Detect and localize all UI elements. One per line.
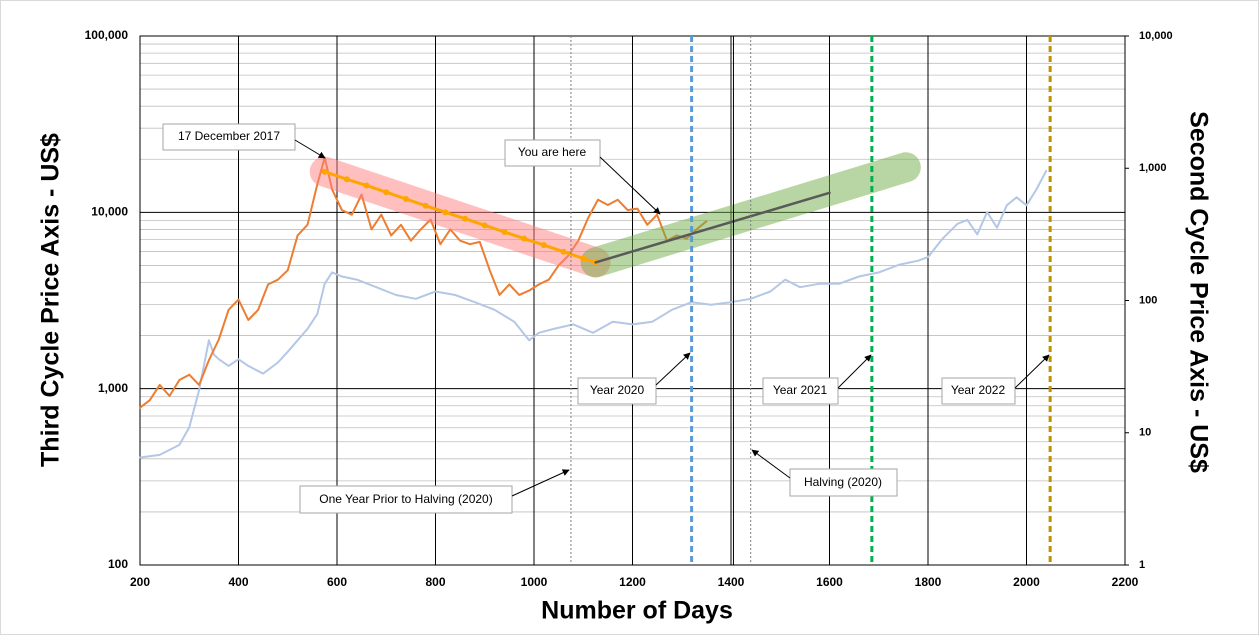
trend-marker: [442, 209, 449, 216]
note-box: [941, 377, 1016, 405]
note-box: [762, 377, 839, 405]
x-tick-label: 600: [327, 575, 347, 589]
trend-marker: [580, 255, 587, 262]
y2-tick-label: 10,000: [1139, 30, 1173, 42]
trend-marker: [343, 176, 350, 183]
y-axis-title: Third Cycle Price Axis - US$: [37, 133, 65, 467]
note-box: [299, 485, 513, 514]
arrow: [294, 139, 326, 159]
y2-tick-label: 1,000: [1139, 162, 1167, 174]
trend-marker: [521, 235, 528, 242]
annotations: 17 December 2017 You are here Year 2020 …: [162, 123, 1050, 514]
arrow: [655, 352, 691, 386]
arrow: [837, 354, 872, 389]
trend-marker: [321, 168, 328, 175]
y2-tick-label: 100: [1139, 294, 1157, 306]
trend-marker: [422, 202, 429, 209]
trend-marker: [560, 248, 567, 255]
trend-marker: [481, 222, 488, 229]
annotation: Year 2020: [590, 383, 645, 397]
x-tick-label: 1000: [521, 575, 548, 589]
x-tick-label: 1600: [816, 575, 843, 589]
annotation: Halving (2020): [804, 475, 882, 489]
annotation: One Year Prior to Halving (2020): [319, 492, 492, 506]
x-axis-title: Number of Days: [541, 597, 733, 625]
note-box: [789, 468, 898, 497]
arrow: [511, 469, 570, 497]
trend-marker: [402, 196, 409, 203]
arrow: [599, 156, 661, 215]
annotation: Year 2022: [951, 383, 1006, 397]
marks: [139, 36, 1052, 565]
series-line: [139, 156, 708, 409]
arrow: [751, 449, 791, 479]
trend-marker: [501, 228, 508, 235]
trend-marker: [383, 189, 390, 196]
arrow: [1014, 354, 1050, 389]
y-tick-label: 10,000: [91, 205, 128, 219]
y2-tick-label: 10: [1139, 427, 1151, 439]
trend-marker: [462, 215, 469, 222]
y-tick-label: 1,000: [98, 381, 128, 395]
x-tick-label: 800: [425, 575, 445, 589]
annotation: Year 2021: [773, 383, 828, 397]
x-tick-label: 200: [130, 575, 150, 589]
series-line: [139, 169, 1048, 459]
y2-tick-label: 1: [1139, 559, 1145, 571]
x-tick-label: 2000: [1013, 575, 1040, 589]
x-tick-label: 1400: [718, 575, 745, 589]
y-tick-label: 100,000: [85, 28, 129, 42]
x-tick-label: 1200: [619, 575, 646, 589]
x-tick-label: 2200: [1112, 575, 1139, 589]
x-tick-label: 1800: [915, 575, 942, 589]
note-box: [162, 123, 296, 151]
annotation: You are here: [518, 145, 587, 159]
trend-marker: [540, 242, 547, 249]
plot-border: [139, 35, 1126, 566]
y2-axis-title: Second Cycle Price Axis - US$: [1184, 111, 1212, 473]
x-tick-label: 400: [228, 575, 248, 589]
note-box: [577, 377, 657, 405]
annotation: 17 December 2017: [178, 129, 280, 143]
series-line: [594, 191, 831, 264]
y-tick-label: 100: [108, 557, 128, 571]
note-box: [504, 139, 601, 167]
trend-marker: [363, 182, 370, 189]
